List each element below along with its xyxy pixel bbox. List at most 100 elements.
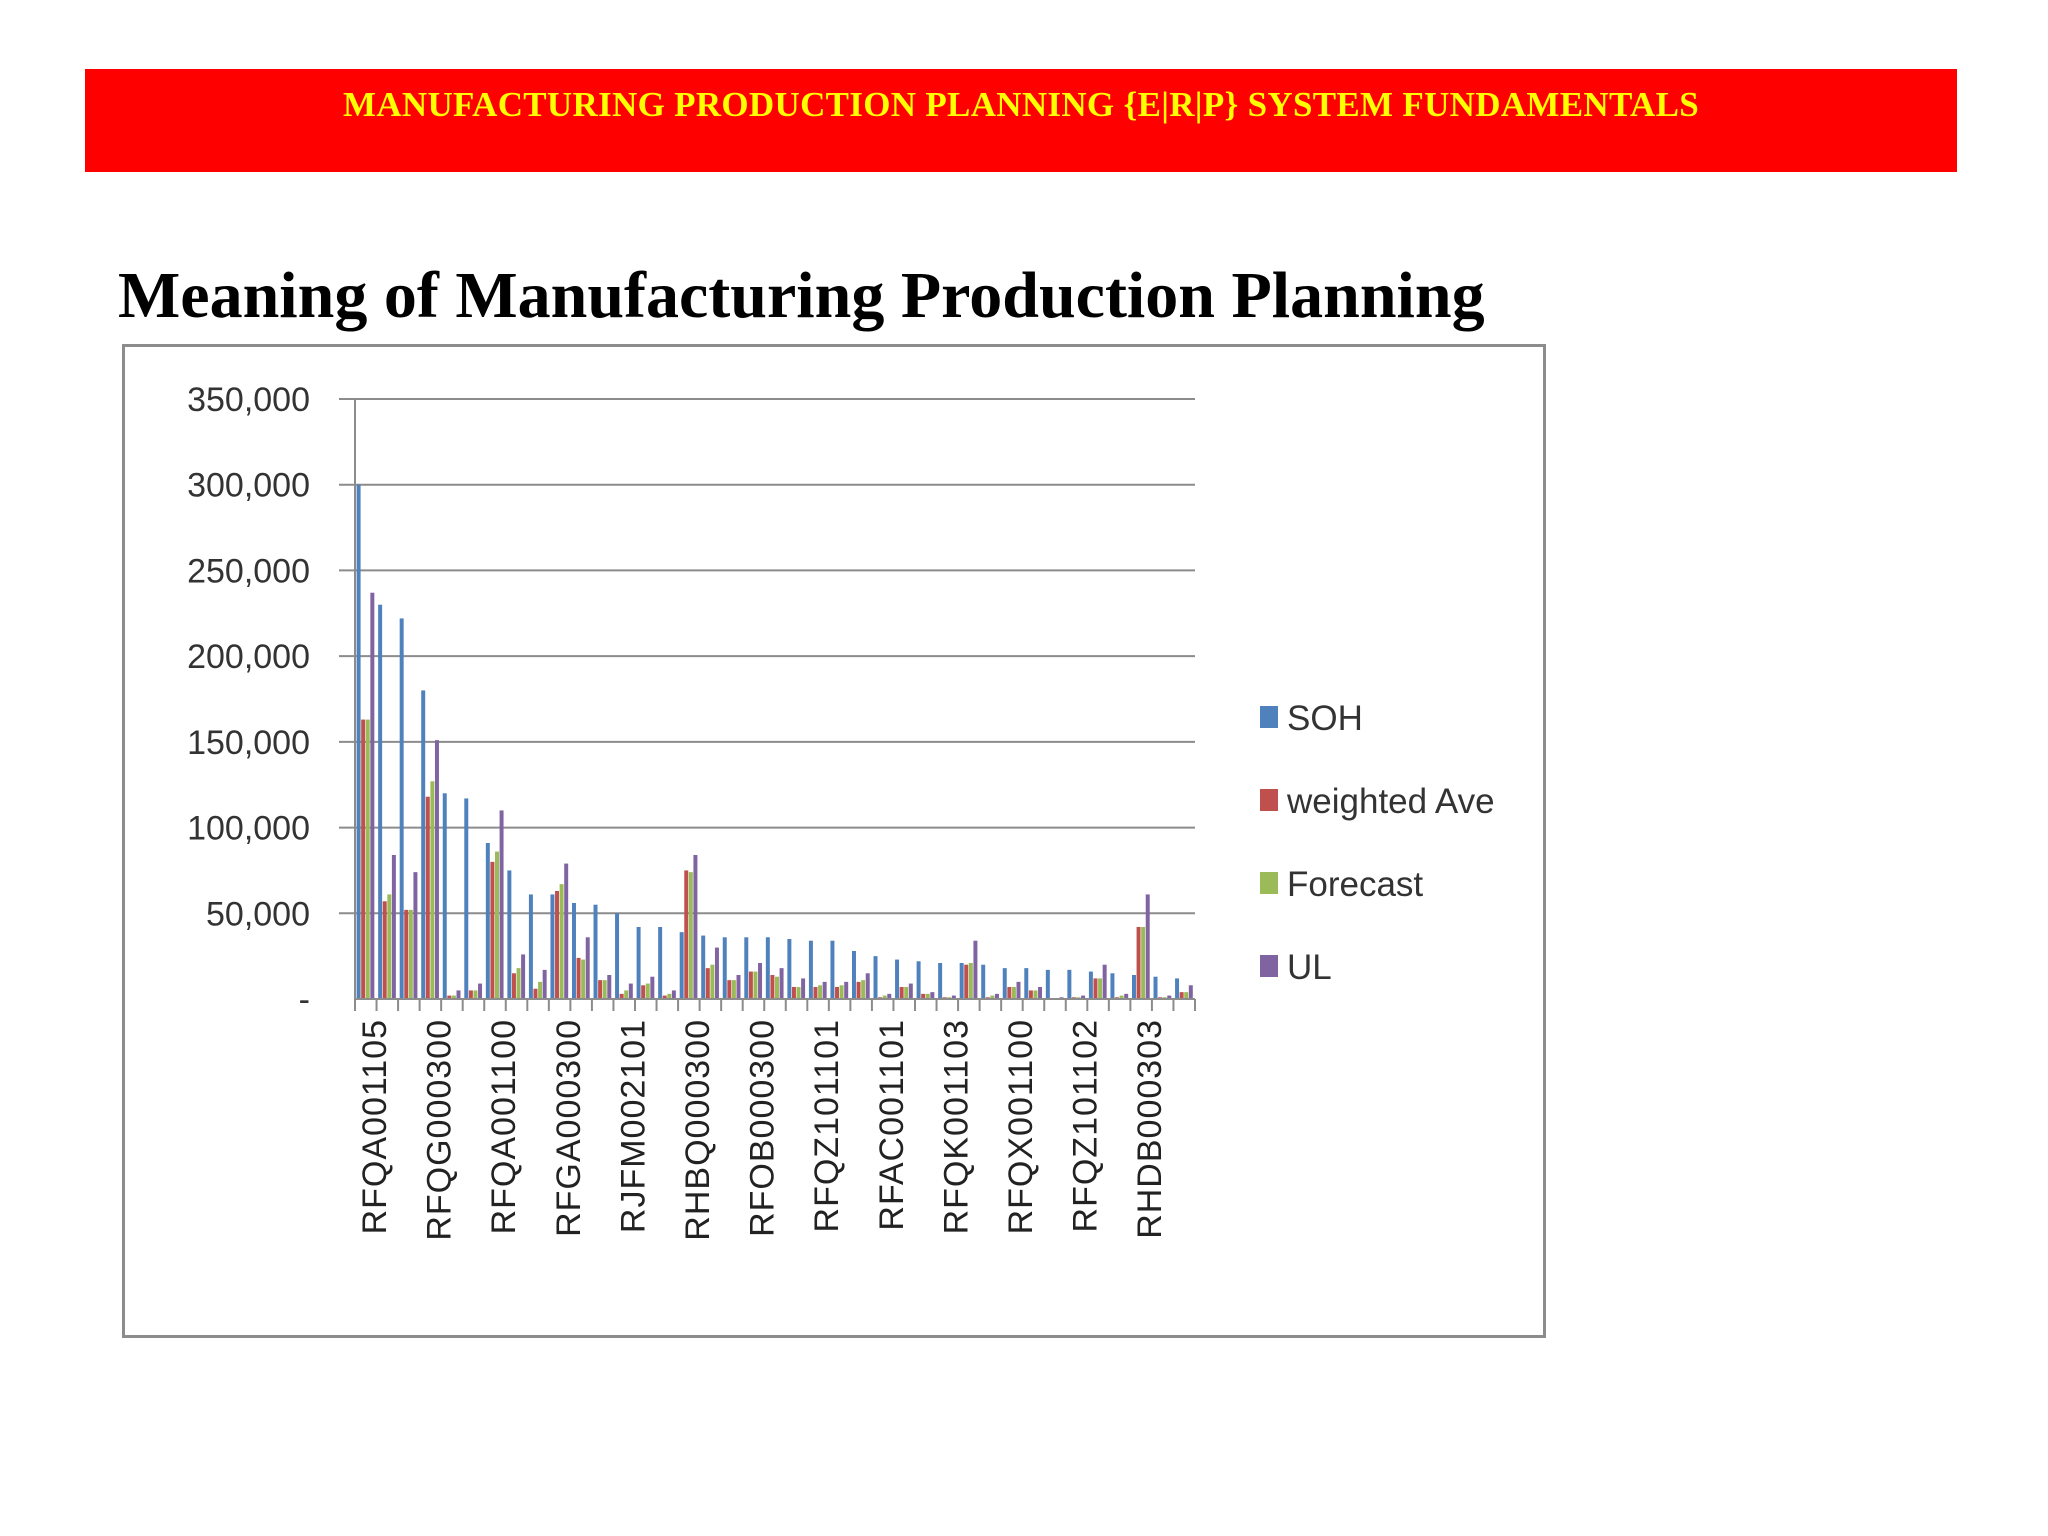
bar-forecast [408,909,413,999]
bar-soh [636,927,641,999]
bar-weighted-ave [705,968,710,999]
bar-ul [930,992,935,999]
x-tick-label: RFQA001100 [485,1019,523,1234]
bar-weighted-ave [468,990,473,999]
bar-weighted-ave [1028,990,1033,999]
bar-ul [714,947,719,999]
bar-soh [830,940,835,999]
bar-soh [1175,978,1180,999]
bar-ul [758,963,763,999]
bar-forecast [688,872,693,999]
bar-forecast [710,964,715,999]
y-tick-label: 100,000 [187,810,310,848]
bar-weighted-ave [921,993,926,999]
bar-weighted-ave [791,987,796,999]
bar-forecast [839,985,844,999]
bar-forecast [645,983,650,999]
bar-soh [421,690,426,999]
bar-ul [865,973,870,999]
bar-soh [851,951,856,999]
bar-soh [550,894,555,999]
y-tick-label: 150,000 [187,724,310,762]
axes: - 50,000 100,000 150,000 200,000 250,000 300,0… [187,381,1196,1241]
bar-ul [521,954,526,999]
bar-weighted-ave [382,901,387,999]
bar-weighted-ave [490,861,495,999]
bar-forecast [624,990,629,999]
bar-forecast [1141,927,1146,999]
bar-weighted-ave [641,985,646,999]
bar-weighted-ave [598,980,603,999]
bar-ul [801,978,806,999]
bar-soh [981,964,986,999]
bar-ul [779,968,784,999]
bar-soh [916,961,921,999]
bar-ul [564,863,569,999]
bar-ul [1081,995,1086,999]
bar-soh [378,604,383,999]
bar-forecast [516,968,521,999]
bar-ul [951,995,956,999]
bar-ul [478,983,483,999]
bar-weighted-ave [662,995,667,999]
bar-soh [1002,968,1007,999]
bar-weighted-ave [619,993,624,999]
bar-ul [628,983,633,999]
y-tick-label: 350,000 [187,381,310,419]
legend-label: weighted Ave [1286,782,1495,821]
bar-soh [399,618,404,999]
bar-soh [507,870,512,999]
bar-weighted-ave [576,957,581,999]
bar-soh [938,963,943,999]
bar-ul [499,810,504,999]
bar-soh [356,484,361,999]
bar-forecast [365,719,370,999]
bar-forecast [387,894,392,999]
bar-ul [542,969,547,999]
bar-forecast [1098,978,1103,999]
bar-soh [1131,975,1136,999]
bar-soh [1045,969,1050,999]
x-tick-label: RFQG000300 [421,1019,459,1241]
bar-ul [822,981,827,999]
bar-weighted-ave [533,988,538,999]
bar-ul [607,975,612,999]
page-title: Meaning of Manufacturing Production Plan… [118,259,1485,332]
bar-soh [658,927,663,999]
y-tick-label: 200,000 [187,638,310,676]
bar-weighted-ave [684,870,689,999]
x-tick-label: RFQZ101102 [1067,1019,1105,1232]
bar-ul [887,993,892,999]
bar-ul [1124,993,1129,999]
bar-ul [1016,981,1021,999]
bar-weighted-ave [856,981,861,999]
chart-frame: - 50,000 100,000 150,000 200,000 250,000 300,0… [122,344,1546,1338]
bar-ul [370,592,375,999]
bar-soh [744,937,749,999]
legend-label: SOH [1287,699,1363,738]
bar-forecast [667,993,672,999]
gridlines [339,398,1195,915]
bar-weighted-ave [1093,978,1098,999]
bar-forecast [1119,995,1124,999]
x-tick-label: RJFM002101 [614,1019,652,1233]
bar-forecast [925,993,930,999]
bar-weighted-ave [1136,927,1141,999]
bar-soh [787,939,792,999]
bar-forecast [775,976,779,999]
bar-weighted-ave [813,987,818,999]
bar-ul [908,983,913,999]
bar-soh [571,903,576,999]
bar-forecast [990,995,995,999]
bar-soh [442,793,447,999]
x-tick-label: RFOB000300 [744,1019,782,1237]
bar-ul [1038,987,1043,999]
bars [356,484,1193,999]
bar-ul [693,855,698,999]
header-banner: MANUFACTURING PRODUCTION PLANNING {E|R|P… [85,69,1957,172]
bar-weighted-ave [727,980,732,999]
bar-forecast [1033,990,1038,999]
bar-ul [434,740,439,999]
x-tick-label: RFQZ101101 [808,1019,846,1232]
bar-forecast [559,884,564,999]
